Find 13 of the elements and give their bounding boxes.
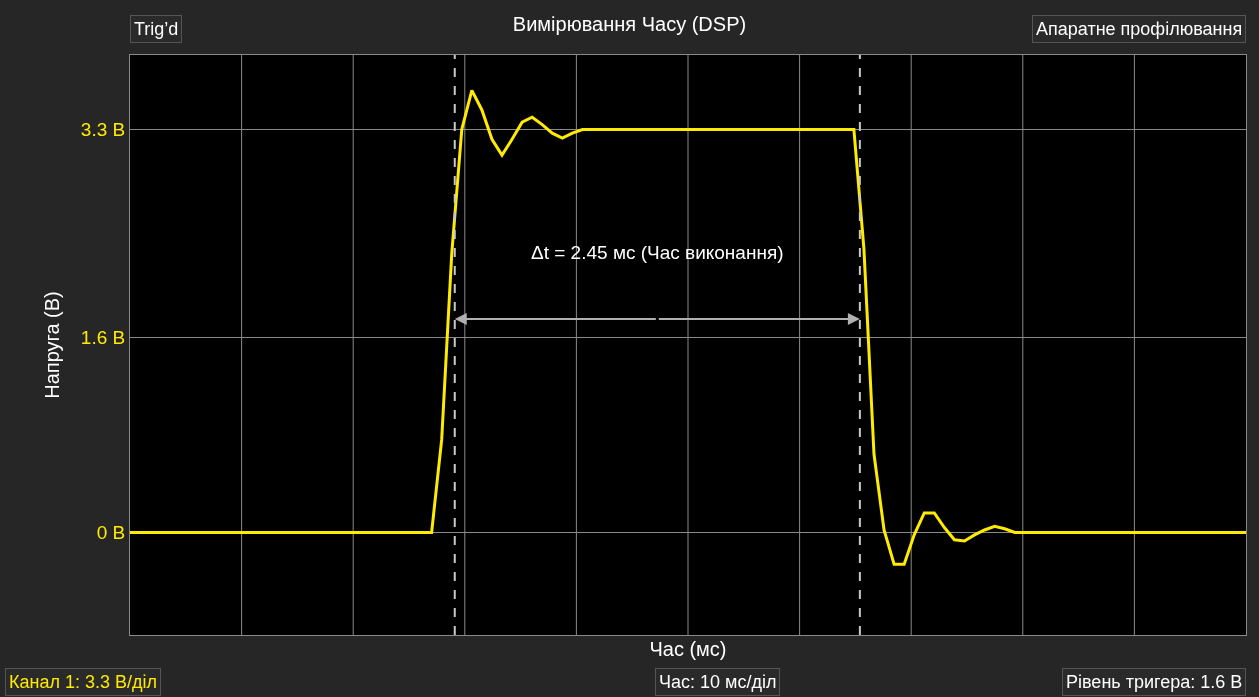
line-series: [130, 88, 1246, 566]
text: Канал 1: 3.3 В/діл: [9, 672, 157, 692]
text: Trig’d: [134, 19, 179, 39]
x-axis-title: Час (мс): [649, 637, 727, 660]
y-axis-title: Напруга (В): [41, 291, 64, 399]
chart-title: Вимірювання Часу (DSP): [512, 13, 747, 36]
text: Час: 10 мс/діл: [659, 672, 777, 692]
text: Рівень тригера: 1.6 В: [1066, 672, 1243, 692]
y-tick-label: 0 В: [96, 522, 126, 544]
y-tick-label: 1.6 В: [80, 326, 126, 348]
annotation: Δt = 2.45 мс (Час виконання): [531, 242, 784, 263]
text: Апаратне профілювання: [1036, 19, 1243, 39]
y-tick-label: 3.3 В: [80, 119, 126, 141]
